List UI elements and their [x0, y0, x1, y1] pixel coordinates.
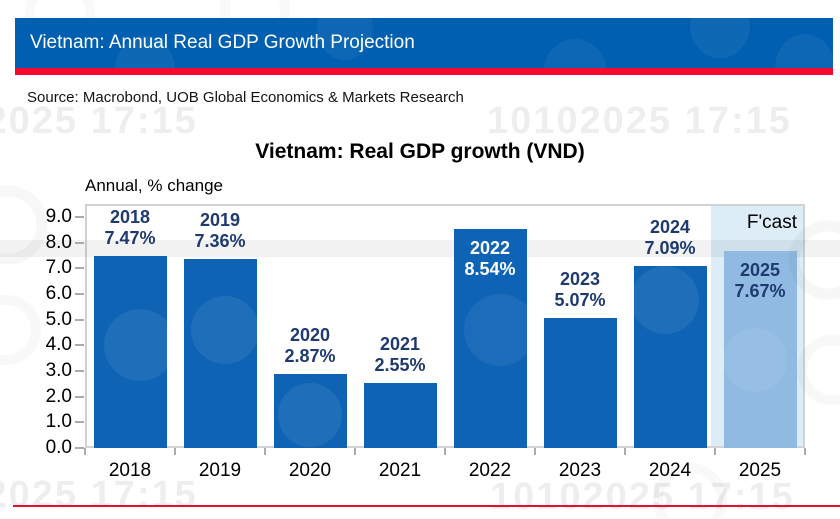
x-tick-label-2018: 2018	[108, 460, 152, 481]
watermark-timestamp-bottom-left: 10102025 17:15	[0, 474, 198, 516]
y-tick-label-6.0: 6.0	[45, 282, 72, 304]
y-tick-mark-4.0	[75, 344, 84, 347]
x-tick-mark-0	[84, 448, 86, 455]
bar-label-year: 2022	[469, 237, 511, 258]
y-tick-mark-5.0	[75, 318, 84, 321]
x-tick-mark-7	[714, 448, 716, 455]
bar-2021	[363, 382, 437, 448]
header-circle-pattern	[115, 18, 833, 68]
bar-label-value: 2.55%	[374, 354, 426, 375]
x-tick-mark-1	[174, 448, 176, 455]
bar-label-year: 2021	[379, 333, 421, 354]
bar-label-value: 7.47%	[104, 228, 156, 249]
chart-title: Vietnam: Real GDP growth (VND)	[255, 140, 585, 163]
x-tick-label-2019: 2019	[198, 460, 242, 481]
bar-2020	[273, 374, 347, 448]
y-tick-mark-6.0	[75, 292, 84, 295]
x-tick-mark-6	[624, 448, 626, 455]
y-tick-label-2.0: 2.0	[45, 385, 72, 407]
bar-label-2018: 2018 7.47%	[80, 207, 180, 249]
bar-2018	[93, 256, 167, 448]
header-bar: Vietnam: Annual Real GDP Growth Projecti…	[15, 18, 833, 68]
bar-label-year: 2025	[739, 260, 781, 281]
y-tick-label-9.0: 9.0	[45, 205, 72, 227]
bar-label-year: 2020	[289, 325, 331, 346]
bar-label-2025: 2025 7.67%	[710, 260, 810, 302]
x-tick-mark-2	[264, 448, 266, 455]
watermark-timestamp-top-right: 10102025 17:15	[487, 100, 792, 142]
y-tick-label-5.0: 5.0	[45, 308, 72, 330]
bar-label-2024: 2024 7.09%	[620, 217, 720, 259]
bar-label-year: 2019	[199, 210, 241, 231]
bottom-red-divider	[13, 505, 840, 507]
bar-2025	[723, 251, 797, 448]
y-tick-mark-1.0	[75, 421, 84, 424]
bar-label-value: 7.09%	[644, 237, 696, 258]
watermark-stripe	[0, 240, 840, 257]
bar-2024	[633, 265, 707, 448]
bar-2022	[453, 228, 527, 448]
x-tick-mark-3	[354, 448, 356, 455]
y-tick-label-7.0: 7.0	[45, 257, 72, 279]
bar-2019	[183, 259, 257, 448]
watermark-timestamp-bottom-right: 10102025 17:15	[490, 476, 795, 518]
bar-label-2023: 2023 5.07%	[530, 269, 630, 311]
x-tick-label-2021: 2021	[378, 460, 422, 481]
bar-label-year: 2023	[559, 268, 601, 289]
bar-label-year: 2024	[649, 216, 691, 237]
y-tick-mark-9.0	[75, 215, 84, 218]
x-tick-label-2022: 2022	[468, 460, 512, 481]
x-tick-label-2023: 2023	[558, 460, 602, 481]
plot-area	[85, 204, 805, 448]
x-tick-mark-8	[804, 448, 806, 455]
forecast-label: F'cast	[746, 212, 797, 233]
y-tick-mark-8.0	[75, 241, 84, 244]
watermark-timestamp-top-left: 10102025 17:15	[0, 100, 198, 142]
bar-label-2020: 2020 2.87%	[260, 325, 360, 367]
y-tick-label-8.0: 8.0	[45, 231, 72, 253]
x-tick-mark-4	[444, 448, 446, 455]
y-tick-mark-2.0	[75, 395, 84, 398]
y-tick-label-0.0: 0.0	[45, 437, 72, 458]
bar-label-2019: 2019 7.36%	[170, 210, 270, 252]
bar-label-value: 5.07%	[554, 289, 606, 310]
x-tick-label-2024: 2024	[648, 460, 692, 481]
bar-label-value: 2.87%	[284, 346, 336, 367]
y-tick-label-3.0: 3.0	[45, 359, 72, 381]
y-tick-mark-0.0	[75, 447, 84, 449]
y-tick-mark-3.0	[75, 369, 84, 372]
y-tick-label-1.0: 1.0	[45, 411, 72, 433]
bar-label-value: 7.36%	[194, 231, 246, 252]
y-tick-label-4.0: 4.0	[45, 334, 72, 356]
header-red-accent	[15, 68, 833, 75]
report-title: Vietnam: Annual Real GDP Growth Projecti…	[30, 32, 415, 53]
bar-label-2021: 2021 2.55%	[350, 334, 450, 376]
x-tick-label-2025: 2025	[738, 460, 782, 481]
source-attribution: Source: Macrobond, UOB Global Economics …	[27, 89, 464, 106]
x-tick-label-2020: 2020	[288, 460, 332, 481]
bar-label-value: 7.67%	[734, 281, 786, 302]
y-axis-unit-label: Annual, % change	[85, 176, 223, 195]
bar-label-year: 2018	[109, 207, 151, 228]
x-tick-mark-5	[534, 448, 536, 455]
y-tick-mark-7.0	[75, 267, 84, 270]
bar-label-value: 8.54%	[464, 258, 516, 279]
bar-2023	[543, 317, 617, 448]
bar-label-2022: 2022 8.54%	[440, 238, 540, 280]
